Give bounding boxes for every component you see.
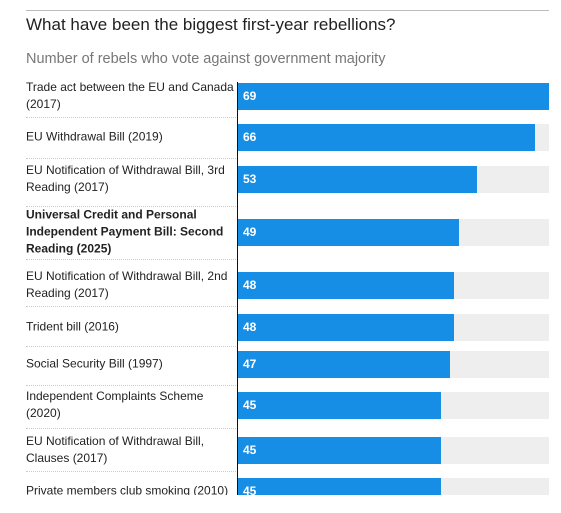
row-separator <box>26 259 236 260</box>
row-separator <box>26 471 236 472</box>
category-label: Independent Complaints Scheme (2020) <box>26 389 204 420</box>
bar <box>238 350 450 378</box>
value-label: 45 <box>243 442 257 457</box>
bar <box>238 123 536 151</box>
category-label: EU Notification of Withdrawal Bill, 3rd … <box>26 163 225 194</box>
row-separator <box>26 306 236 307</box>
value-label: 47 <box>243 356 257 371</box>
row-separator <box>26 385 236 386</box>
value-label: 69 <box>243 88 257 103</box>
bar <box>238 477 441 495</box>
category-label: EU Notification of Withdrawal Bill, 2nd … <box>26 269 228 300</box>
value-label: 48 <box>243 277 257 292</box>
chart-title: What have been the biggest first-year re… <box>26 15 396 34</box>
bar <box>238 82 549 110</box>
bar <box>238 218 459 246</box>
chart-subtitle: Number of rebels who vote against govern… <box>26 51 386 67</box>
category-label: EU Withdrawal Bill (2019) <box>26 129 163 144</box>
category-label: Trident bill (2016) <box>26 319 119 334</box>
value-label: 45 <box>243 483 257 496</box>
category-label: Private members club smoking (2010) <box>26 483 229 496</box>
bar <box>238 313 455 341</box>
category-label: Universal Credit and Personal Independen… <box>26 207 224 256</box>
value-label: 45 <box>243 397 257 412</box>
category-label: Trade act between the EU and Canada (201… <box>26 80 234 111</box>
row-separator <box>26 206 236 207</box>
bar <box>238 391 441 419</box>
row-separator <box>26 346 236 347</box>
category-label: EU Notification of Withdrawal Bill, Clau… <box>26 434 205 465</box>
plot: Trade act between the EU and Canada (201… <box>26 80 549 496</box>
category-label: Social Security Bill (1997) <box>26 356 163 371</box>
row-separator <box>26 117 236 118</box>
bar <box>238 165 477 193</box>
bar <box>238 271 455 299</box>
value-label: 53 <box>243 171 257 186</box>
value-label: 48 <box>243 319 257 334</box>
axis-line <box>237 82 238 495</box>
row-separator <box>26 428 236 429</box>
bar <box>238 436 441 464</box>
top-rule <box>26 10 549 11</box>
value-label: 66 <box>243 129 257 144</box>
row-separator <box>26 158 236 159</box>
value-label: 49 <box>243 224 257 239</box>
